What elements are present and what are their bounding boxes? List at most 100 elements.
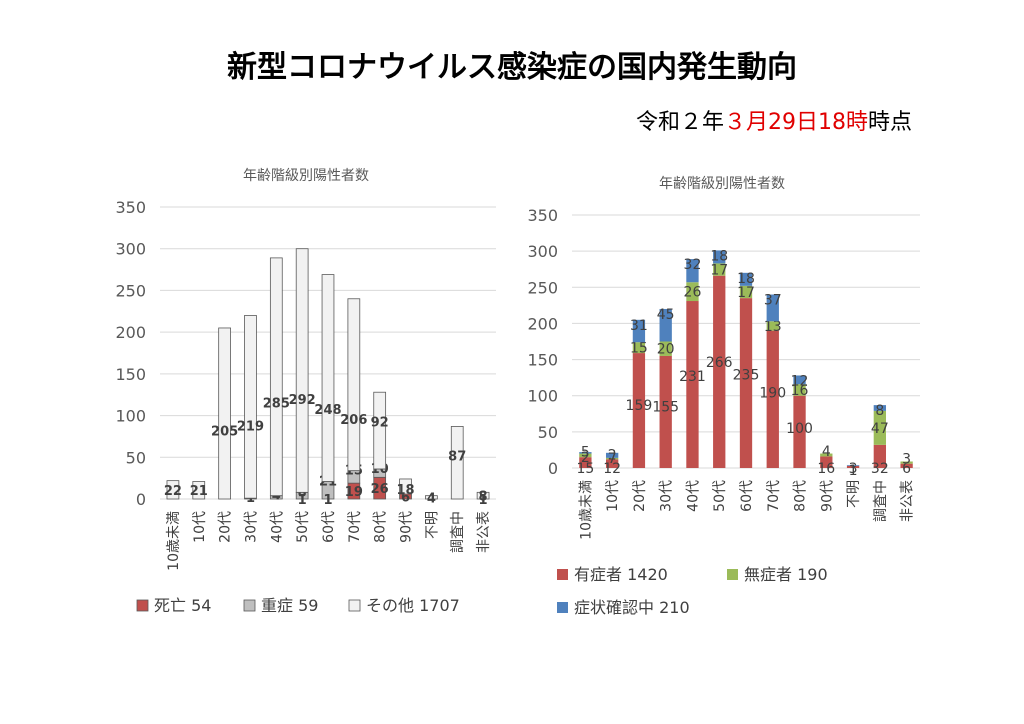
right-data-label: 190 [759,385,786,401]
right-category-label: 10代 [605,480,621,512]
left-data-label: 26 [371,482,389,497]
right-data-label: 37 [764,293,782,309]
right-data-label: 15 [630,341,648,357]
right-category-label: 90代 [819,480,835,512]
left-legend-label: 重症 59 [261,596,318,615]
left-category-label: 調査中 [450,511,466,553]
left-category-label: 70代 [347,511,363,543]
right-y-tick-label: 50 [538,423,558,442]
right-y-tick-label: 0 [548,459,558,478]
right-legend-swatch [557,569,568,580]
right-data-label: 12 [603,461,621,477]
right-bar-有症者 [713,275,726,468]
right-bar-無症者 [793,384,806,396]
left-bar-その他 [295,248,309,493]
left-y-tick-label: 250 [115,281,146,300]
right-data-label: 100 [786,421,813,437]
right-data-label: 26 [684,285,702,301]
left-data-label: 92 [371,415,389,430]
left-legend-swatch [243,599,256,612]
left-category-label: 非公表 [476,511,492,553]
right-bar-無症者 [605,457,619,460]
left-y-tick-label: 50 [126,448,146,467]
right-bar-無症者 [659,341,672,356]
left-bar-その他 [192,481,206,500]
right-bar-有症者 [659,355,672,468]
right-bar-無症者 [766,321,779,331]
right-category-label: 50代 [712,480,728,512]
right-bar-症状確認中 [793,375,806,385]
right-y-tick-label: 250 [527,278,558,297]
left-data-label: 292 [289,393,316,408]
left-category-label: 40代 [269,511,285,543]
left-category-label: 30代 [243,511,259,543]
left-bar-その他 [476,491,490,500]
right-data-label: 20 [657,342,675,358]
right-bar-有症者 [686,301,699,468]
left-bar-その他 [347,298,361,472]
right-legend-swatch [727,569,738,580]
right-bar-症状確認中 [686,259,699,283]
left-data-label: 248 [314,403,341,418]
left-legend-swatch [136,599,149,612]
right-y-tick-label: 100 [527,387,558,406]
right-data-label: 2 [581,450,590,466]
left-data-label: 18 [396,483,414,498]
subtitle-date-red: ３月29日18時 [723,110,868,135]
left-category-label: 10代 [192,511,208,543]
left-data-label: 4 [272,489,281,504]
left-chart-title: 年齢階級別陽性者数 [243,168,369,184]
right-legend-label: 無症者 190 [744,565,828,584]
right-data-label: 6 [902,461,911,477]
left-data-label: 285 [263,397,290,412]
right-bar-症状確認中 [579,452,592,454]
left-data-label: 1 [479,493,488,508]
right-bar-有症者 [766,330,779,468]
right-bar-無症者 [900,461,913,464]
left-data-label: 19 [345,485,363,500]
right-data-label: 8 [875,403,884,419]
right-data-label: 231 [679,369,706,385]
right-legend-swatch [557,602,568,613]
right-data-label: 16 [817,461,835,477]
left-category-label: 90代 [399,511,415,543]
right-bar-有症者 [632,353,646,468]
right-category-label: 30代 [659,480,675,512]
right-legend-label: 症状確認中 210 [574,598,690,617]
left-data-label: 4 [427,491,436,506]
right-bar-症状確認中 [766,294,779,322]
right-bar-症状確認中 [739,272,753,286]
right-data-label: 7 [608,451,617,467]
right-category-label: 10歳未満 [578,480,594,540]
right-category-label: 70代 [766,480,782,512]
left-category-label: 60代 [321,511,337,543]
right-bar-無症者 [713,263,726,276]
right-bar-症状確認中 [659,308,672,342]
left-category-label: 50代 [295,511,311,543]
right-bar-無症者 [686,282,699,302]
left-bar-その他 [399,478,412,495]
right-category-label: 20代 [632,480,648,512]
right-data-label: 4 [822,444,831,460]
left-data-label: 6 [401,490,410,505]
left-y-tick-label: 200 [115,323,146,342]
left-y-tick-label: 150 [115,365,146,384]
subtitle-prefix: 令和２年 [635,110,724,135]
right-data-label: 15 [576,461,594,477]
left-data-label: 1 [323,493,332,508]
right-legend-label: 有症者 1420 [574,565,668,584]
left-data-label: 8 [298,485,307,500]
left-bar-その他 [244,315,257,499]
left-data-label: 87 [448,450,466,465]
left-y-tick-label: 300 [115,240,146,259]
left-legend-label: 死亡 54 [154,596,211,615]
subtitle-date: 令和２年３月29日18時時点 [636,104,912,136]
left-data-label: 1 [298,493,307,508]
right-data-label: 45 [657,307,675,323]
right-category-label: 不明 [846,480,862,508]
right-bar-症状確認中 [846,465,860,466]
right-data-label: 3 [902,452,911,468]
left-data-label: 8 [479,490,488,505]
